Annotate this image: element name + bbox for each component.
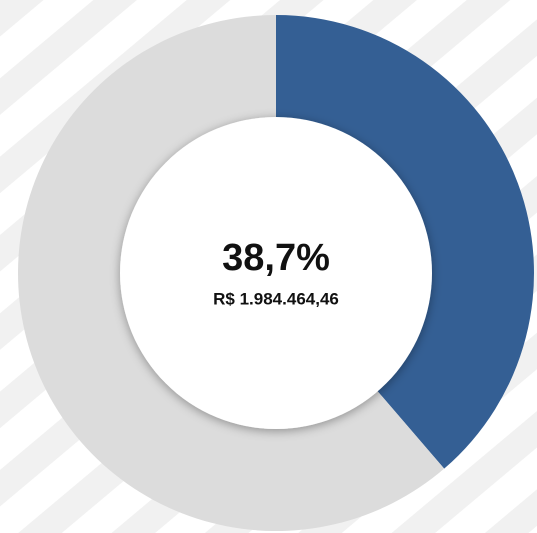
center-percent: 38,7% bbox=[222, 237, 330, 279]
donut-segment bbox=[276, 15, 534, 469]
donut-segment bbox=[18, 15, 445, 531]
donut-hole bbox=[120, 117, 432, 429]
donut bbox=[18, 15, 534, 531]
center-amount: R$ 1.984.464,46 bbox=[213, 289, 339, 308]
